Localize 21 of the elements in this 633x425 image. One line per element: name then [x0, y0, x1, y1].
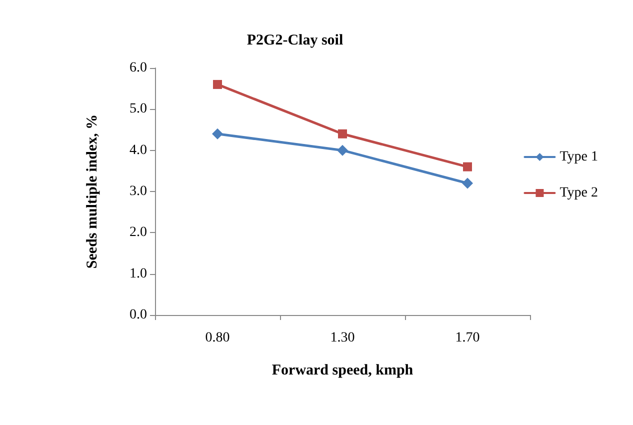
y-tick-label: 5.0 — [130, 102, 147, 117]
x-tick-label: 1.30 — [330, 330, 355, 346]
y-tick-label: 4.0 — [130, 142, 147, 158]
legend-label: Type 1 — [560, 150, 598, 164]
chart-title: P2G2-Clay soil — [246, 32, 344, 48]
y-tick-label: 3.0 — [130, 184, 147, 199]
y-tick-label: 1.0 — [130, 266, 147, 282]
y-axis-title: Seeds multiple index, % — [84, 114, 100, 269]
y-tick-label: 6.0 — [130, 60, 147, 76]
y-tick-label: 2.0 — [130, 225, 147, 240]
point — [338, 129, 347, 138]
point — [463, 162, 472, 172]
point — [462, 178, 473, 189]
y-tick-label: 0.0 — [130, 308, 147, 322]
point — [337, 144, 348, 156]
x-tick-label: 1.70 — [455, 330, 480, 346]
point — [213, 80, 222, 89]
x-axis-title: Forward speed, kmph — [272, 362, 414, 378]
point — [212, 128, 223, 140]
legend-label: Type 2 — [560, 186, 598, 200]
x-tick-label: 0.80 — [205, 330, 230, 346]
